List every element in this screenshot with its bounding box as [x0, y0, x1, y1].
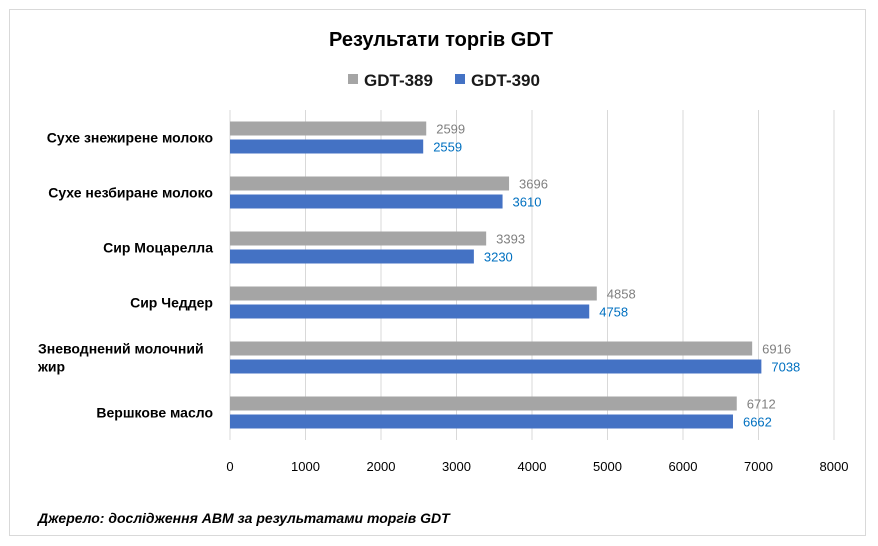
data-label-gdt-390-1: 3610	[513, 195, 542, 210]
x-tick-label-4000: 4000	[518, 459, 547, 474]
bar-gdt-389-3	[230, 286, 597, 301]
source-note: Джерело: дослідження ABM за результатами…	[37, 510, 451, 526]
legend-swatch-gdt-389	[348, 74, 358, 84]
x-tick-label-3000: 3000	[442, 459, 471, 474]
legend: GDT-389 GDT-390	[348, 71, 540, 90]
bar-gdt-390-3	[230, 304, 590, 319]
data-label-gdt-390-4: 7038	[771, 360, 800, 375]
bar-gdt-390-2	[230, 249, 474, 264]
bar-gdt-389-4	[230, 341, 753, 356]
category-label-5: Вершкове масло	[96, 405, 213, 421]
bars	[230, 121, 762, 429]
bar-gdt-390-4	[230, 359, 762, 374]
data-label-gdt-390-0: 2559	[433, 140, 462, 155]
bar-gdt-389-0	[230, 121, 427, 136]
data-label-gdt-390-5: 6662	[743, 415, 772, 430]
x-tick-label-7000: 7000	[744, 459, 773, 474]
chart-title: Результати торгів GDT	[329, 29, 553, 51]
bar-gdt-390-5	[230, 414, 733, 429]
x-tick-label-2000: 2000	[367, 459, 396, 474]
legend-label-gdt-389: GDT-389	[364, 71, 433, 90]
category-label-3: Сир Чеддер	[130, 295, 213, 311]
x-tick-label-1000: 1000	[291, 459, 320, 474]
data-label-gdt-390-3: 4758	[599, 305, 628, 320]
data-label-gdt-389-3: 4858	[607, 287, 636, 302]
x-tick-label-8000: 8000	[820, 459, 849, 474]
data-label-gdt-389-5: 6712	[747, 397, 776, 412]
data-label-gdt-390-2: 3230	[484, 250, 513, 265]
category-label-4: Зневоднений молочний жир	[37, 341, 204, 375]
data-label-gdt-389-2: 3393	[496, 232, 525, 247]
x-tick-label-6000: 6000	[669, 459, 698, 474]
x-axis-tick-labels: 0 1000 2000 3000 4000 5000 6000 7000 8000	[226, 459, 848, 474]
bar-gdt-390-1	[230, 194, 503, 209]
category-label-2: Сир Моцарелла	[103, 240, 213, 256]
category-label-0: Сухе знежирене молоко	[47, 130, 213, 146]
x-tick-label-5000: 5000	[593, 459, 622, 474]
data-label-gdt-389-0: 2599	[436, 122, 465, 137]
legend-label-gdt-390: GDT-390	[471, 71, 540, 90]
x-tick-label-0: 0	[226, 459, 233, 474]
data-labels: 2599 2559 3696 3610 3393 3230 4858 4758 6916 7038…	[433, 122, 800, 430]
legend-swatch-gdt-390	[455, 74, 465, 84]
bar-gdt-389-1	[230, 176, 510, 191]
category-label-1: Сухе незбиране молоко	[48, 185, 213, 201]
gridlines	[229, 110, 835, 440]
data-label-gdt-389-4: 6916	[762, 342, 791, 357]
data-label-gdt-389-1: 3696	[519, 177, 548, 192]
bar-gdt-389-5	[230, 396, 737, 411]
category-labels: Сухе знежирене молоко Сухе незбиране моло…	[37, 130, 213, 421]
chart-frame	[9, 9, 866, 536]
bar-gdt-390-0	[230, 139, 424, 154]
bar-gdt-389-2	[230, 231, 487, 246]
